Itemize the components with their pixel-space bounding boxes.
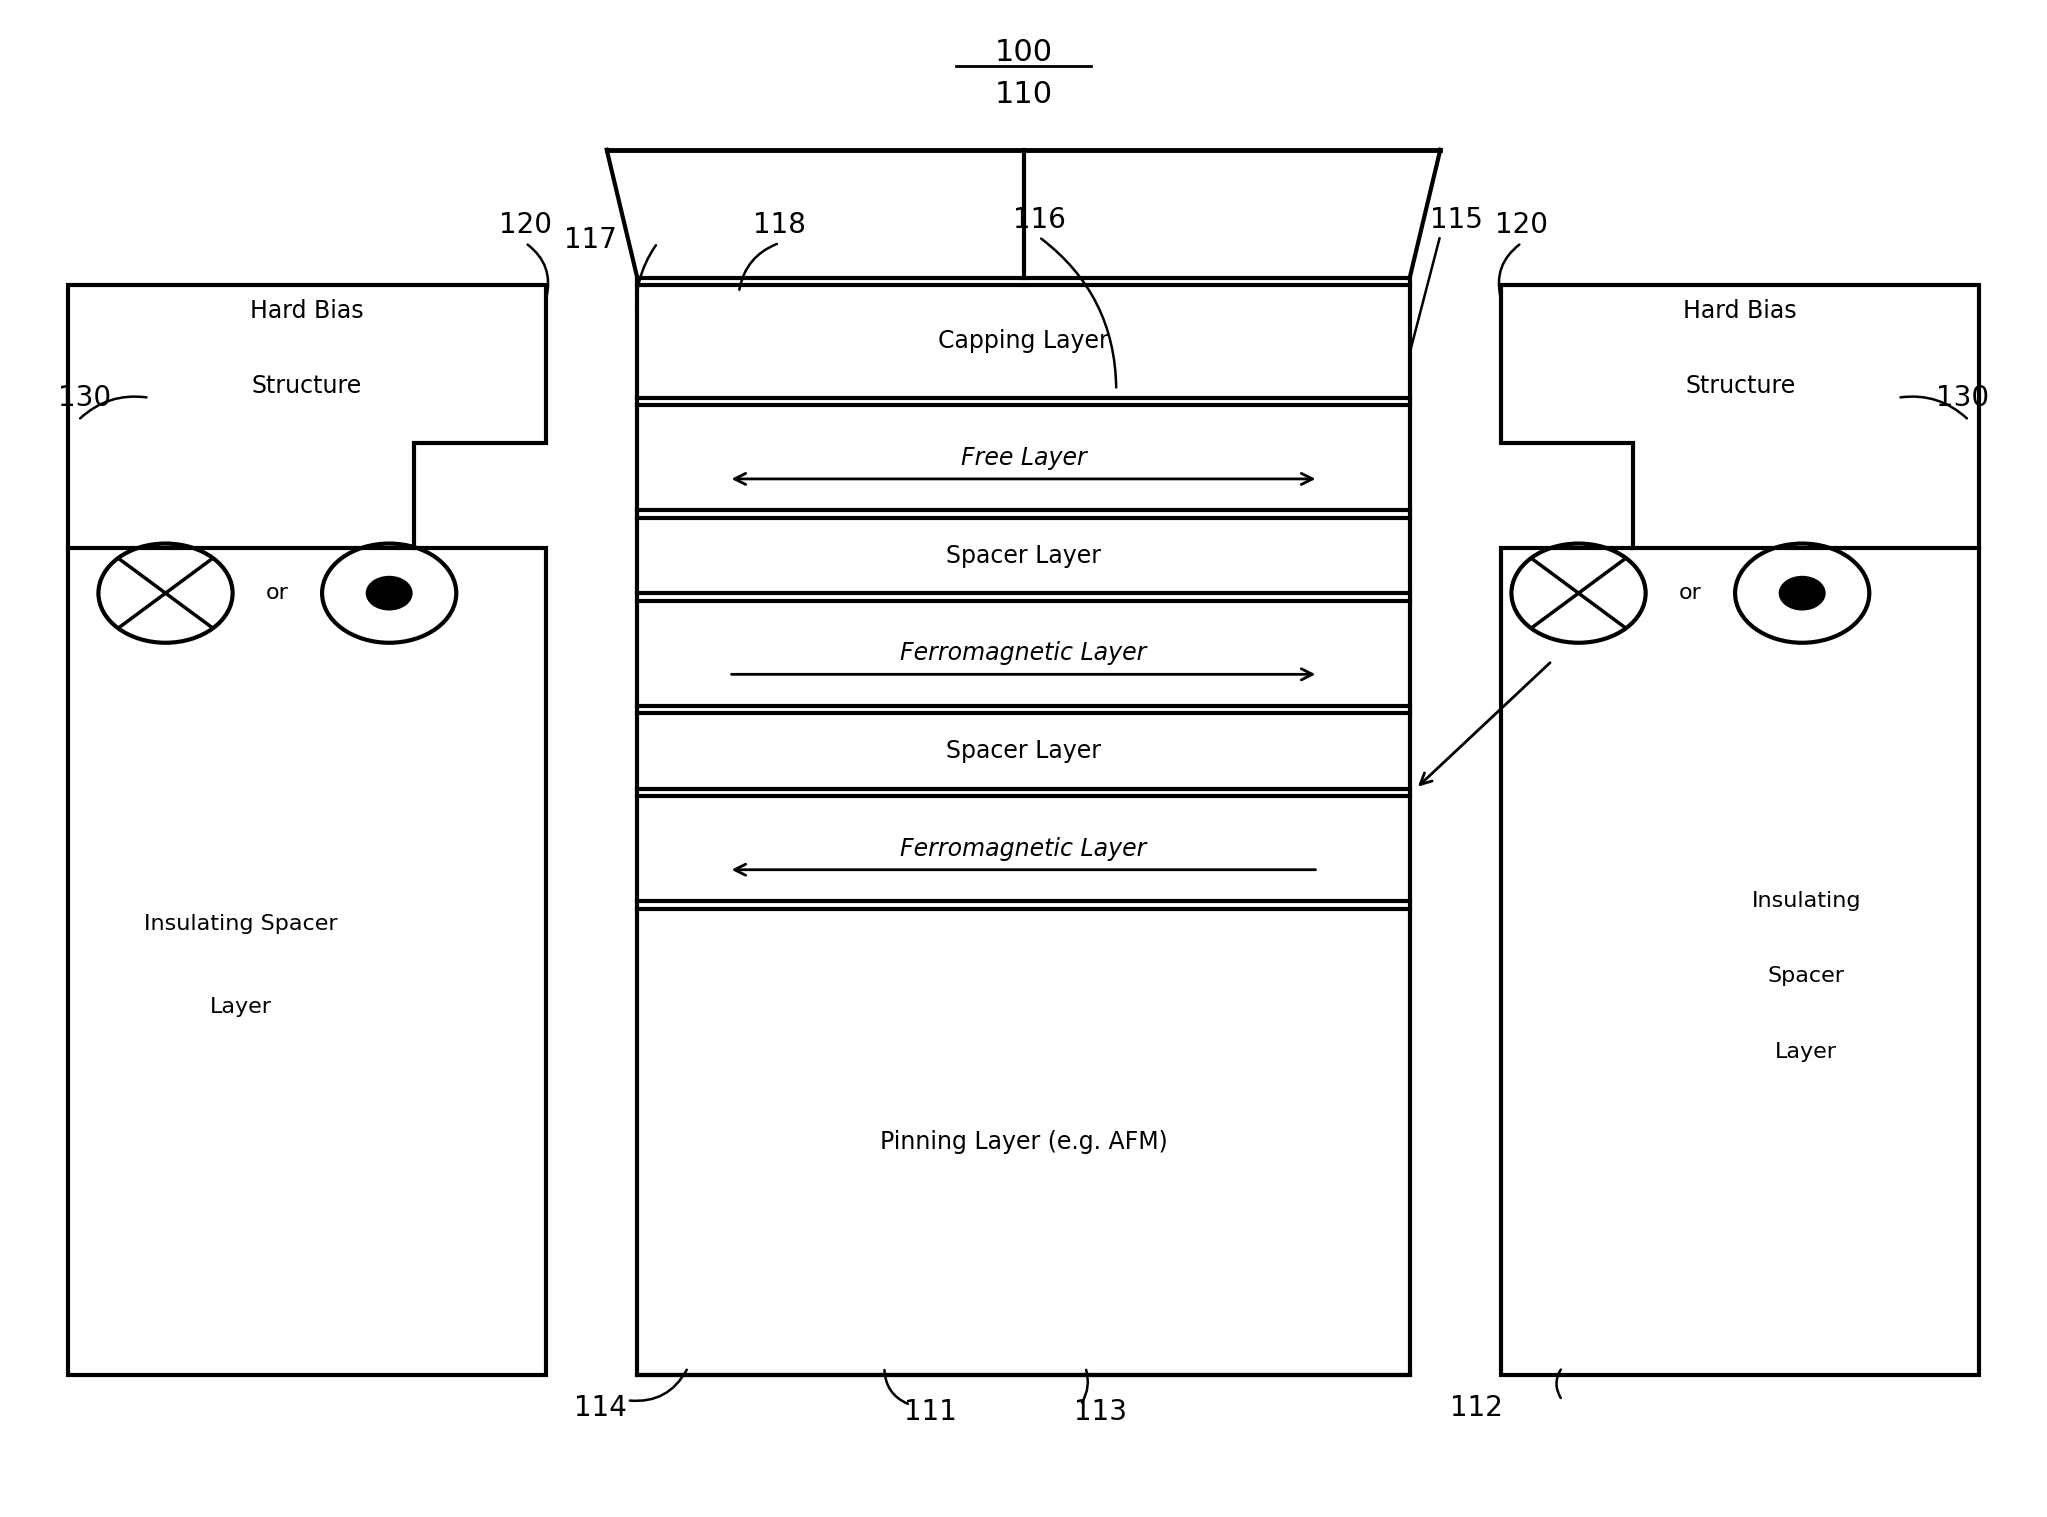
Text: Spacer: Spacer [1769, 966, 1844, 986]
Text: 100: 100 [995, 38, 1052, 67]
Polygon shape [68, 285, 547, 1374]
Text: or: or [1679, 583, 1701, 604]
Text: 112: 112 [1451, 1394, 1502, 1421]
Text: 130: 130 [1936, 384, 1990, 411]
Text: Hard Bias: Hard Bias [250, 299, 364, 323]
Text: 116: 116 [1013, 206, 1064, 235]
Text: Structure: Structure [252, 375, 362, 399]
Circle shape [1779, 576, 1826, 610]
Text: 110: 110 [995, 79, 1052, 109]
Text: Free Layer: Free Layer [960, 446, 1087, 470]
Text: or: or [266, 583, 289, 604]
Text: Pinning Layer (e.g. AFM): Pinning Layer (e.g. AFM) [880, 1130, 1167, 1154]
Text: Spacer Layer: Spacer Layer [946, 543, 1101, 567]
Text: Insulating Spacer: Insulating Spacer [143, 913, 338, 934]
Text: Capping Layer: Capping Layer [938, 329, 1109, 353]
Text: Spacer Layer: Spacer Layer [946, 739, 1101, 763]
Text: 115: 115 [1431, 206, 1482, 235]
FancyBboxPatch shape [637, 278, 1410, 1374]
Text: 117: 117 [565, 226, 616, 253]
Text: Ferromagnetic Layer: Ferromagnetic Layer [901, 837, 1146, 860]
Polygon shape [1500, 285, 1979, 1374]
Text: Ferromagnetic Layer: Ferromagnetic Layer [901, 642, 1146, 666]
Text: Layer: Layer [209, 997, 272, 1016]
Text: Structure: Structure [1685, 375, 1795, 399]
Text: Hard Bias: Hard Bias [1683, 299, 1797, 323]
Circle shape [366, 576, 413, 610]
Text: 120: 120 [1494, 211, 1548, 238]
Text: 114: 114 [573, 1394, 626, 1421]
Text: Insulating: Insulating [1752, 892, 1861, 912]
Text: 113: 113 [1075, 1399, 1128, 1426]
Text: 118: 118 [753, 211, 807, 238]
Text: 130: 130 [57, 384, 111, 411]
Text: 120: 120 [499, 211, 553, 238]
Text: 111: 111 [905, 1399, 958, 1426]
Text: Layer: Layer [1775, 1042, 1838, 1062]
